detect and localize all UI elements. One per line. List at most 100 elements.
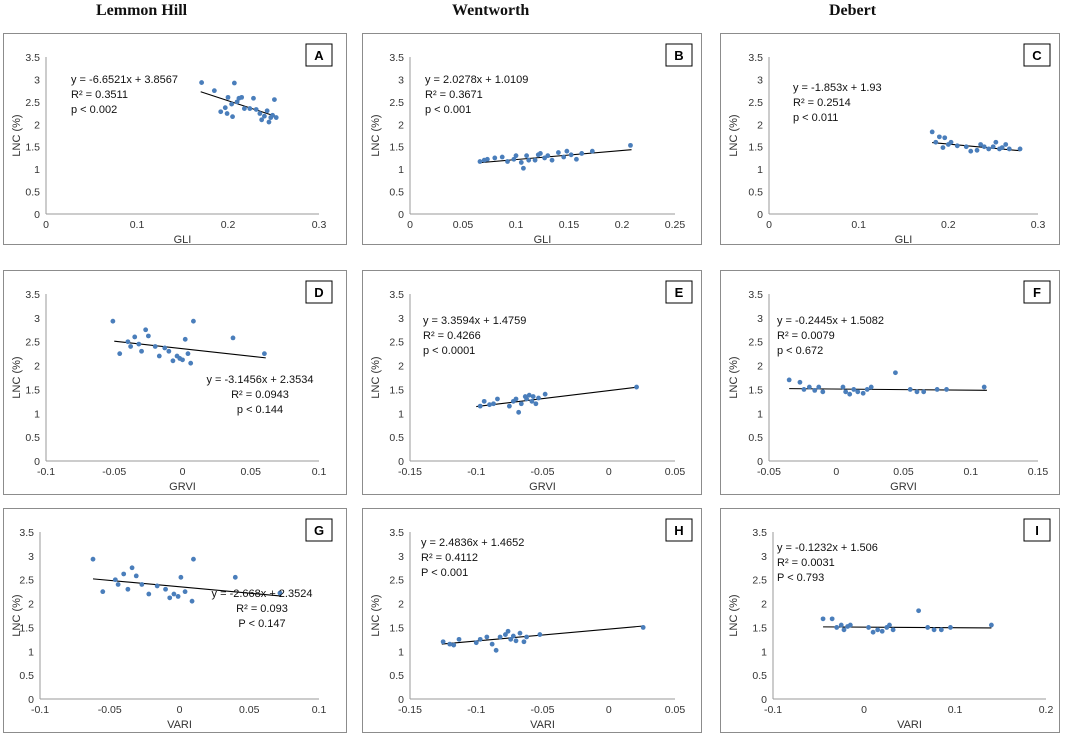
data-point (132, 334, 138, 340)
data-point (185, 351, 191, 357)
trend-line (200, 91, 279, 118)
data-point (1017, 146, 1023, 152)
data-point (125, 339, 131, 345)
y-tick-label: 1.5 (389, 622, 404, 634)
panel-f: 0 0.5 1 1.5 2 2.5 3 3.5 -0.05 0 0.05 0.1 0.15 GRVI LNC… (720, 270, 1060, 495)
data-point (456, 636, 462, 642)
panel-b: 0 0.5 1 1.5 2 2.5 3 3.5 0 0.05 0.1 0.15 0.2 0.25 GLI LN… (362, 33, 702, 245)
data-point (154, 583, 160, 589)
data-point (180, 357, 185, 363)
regression-annotation: y = -1.853x + 1.93 (793, 82, 882, 94)
chart-e: 0 0.5 1 1.5 2 2.5 3 3.5 -0.15 -0.1 -0.05 0 0.05 GRVI L… (370, 280, 693, 493)
x-tick-label: 0.15 (1028, 466, 1049, 478)
data-point (921, 389, 927, 395)
data-point (963, 144, 969, 150)
y-tick-label: 3.5 (389, 289, 404, 301)
data-point (225, 94, 231, 100)
y-tick-label: 1 (398, 408, 404, 420)
data-point (986, 146, 992, 152)
data-point (640, 625, 646, 630)
y-tick-label: 2 (398, 599, 404, 611)
data-point (981, 384, 987, 390)
data-point (801, 387, 807, 392)
data-point (505, 159, 510, 164)
data-point (262, 351, 267, 357)
data-point (518, 160, 524, 165)
x-tick-label: -0.1 (764, 704, 782, 716)
data-point (820, 616, 826, 622)
x-tick-label: 0 (606, 704, 612, 716)
data-point (855, 389, 861, 395)
data-point (568, 152, 574, 158)
data-point (489, 641, 495, 647)
data-point (948, 625, 953, 630)
panel-letter-box (665, 43, 693, 67)
data-point (440, 639, 446, 645)
y-tick-label: 1 (34, 408, 40, 420)
data-point (834, 625, 840, 630)
regression-annotation: y = 3.3594x + 1.4759 (423, 315, 526, 327)
data-point (170, 358, 176, 364)
data-point (136, 341, 142, 347)
regression-annotation: R² = 0.3511 (71, 89, 128, 101)
data-point (117, 351, 123, 357)
data-point (188, 360, 194, 366)
y-tick-label: 1.5 (752, 622, 767, 634)
data-point (916, 608, 921, 614)
x-tick-label: 0.2 (1039, 704, 1054, 716)
data-point (521, 165, 526, 171)
y-axis-label: LNC (%) (11, 356, 23, 398)
y-tick-label: 3 (757, 313, 763, 325)
data-point (90, 556, 96, 562)
y-tick-label: 1.5 (389, 142, 404, 154)
data-point (167, 595, 173, 601)
y-tick-label: 0.5 (389, 670, 404, 682)
data-point (110, 318, 116, 324)
data-point (516, 409, 522, 415)
panel-letter-box (1023, 280, 1051, 304)
panel-letter: A (314, 48, 324, 63)
data-point (146, 591, 152, 597)
x-axis-label: GRVI (890, 481, 917, 493)
y-tick-label: 3.5 (25, 289, 40, 301)
data-point (145, 333, 151, 339)
x-tick-label: 0.05 (241, 466, 262, 478)
data-point (914, 389, 920, 395)
chart-b: 0 0.5 1 1.5 2 2.5 3 3.5 0 0.05 0.1 0.15 0.2 0.25 GLI LN… (370, 43, 693, 244)
y-tick-label: 2 (34, 361, 40, 373)
data-point (272, 97, 277, 103)
y-tick-label: 3.5 (25, 52, 40, 64)
x-tick-label: -0.1 (467, 704, 485, 716)
data-point (277, 590, 283, 596)
x-tick-label: 0.05 (893, 466, 914, 478)
y-tick-label: 3.5 (389, 52, 404, 64)
data-point (879, 628, 885, 634)
y-tick-label: 1.5 (19, 622, 34, 634)
data-point (634, 384, 639, 390)
y-tick-label: 2.5 (25, 337, 40, 349)
regression-annotation: p < 0.001 (425, 104, 471, 116)
data-point (829, 616, 835, 622)
y-tick-label: 0 (398, 456, 404, 468)
panel-letter: E (675, 285, 684, 300)
data-point (893, 370, 898, 376)
data-point (993, 139, 999, 145)
data-point (128, 344, 134, 349)
data-point (152, 344, 158, 349)
regression-annotation: y = 2.4836x + 1.4652 (421, 537, 524, 549)
panel-g: 0 0.5 1 1.5 2 2.5 3 3.5 -0.1 -0.05 0 0.05 0.1 VARI LNC… (3, 508, 347, 733)
y-tick-label: 0 (757, 456, 763, 468)
data-point (139, 582, 145, 587)
y-tick-label: 2.5 (389, 575, 404, 587)
data-point (931, 627, 937, 633)
data-point (513, 638, 519, 644)
panel-letter-box (305, 280, 333, 304)
data-point (974, 147, 980, 153)
data-point (241, 106, 247, 111)
column-title-wentworth: Wentworth (452, 2, 530, 19)
y-tick-label: 0.5 (748, 432, 763, 444)
y-axis-label: LNC (%) (728, 114, 740, 156)
y-tick-label: 3 (757, 74, 763, 86)
data-point (868, 384, 874, 390)
